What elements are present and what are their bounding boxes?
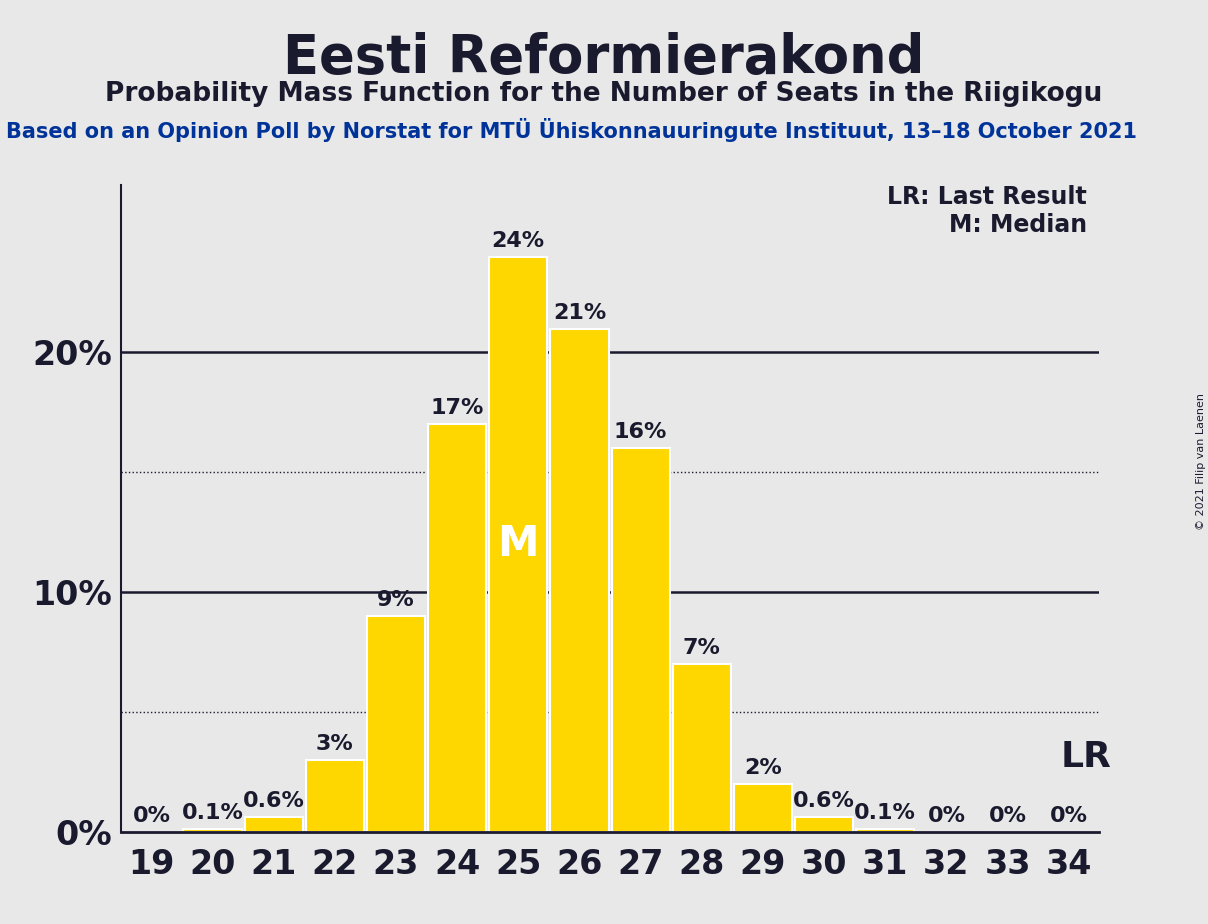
- Text: 17%: 17%: [430, 398, 484, 419]
- Bar: [184, 829, 242, 832]
- Bar: [611, 448, 669, 832]
- Bar: [428, 424, 486, 832]
- Text: 0.1%: 0.1%: [181, 803, 244, 823]
- Bar: [673, 664, 731, 832]
- Text: 3%: 3%: [316, 734, 354, 754]
- Bar: [306, 760, 364, 832]
- Text: Based on an Opinion Poll by Norstat for MTÜ Ühiskonnauuringute Instituut, 13–18 : Based on an Opinion Poll by Norstat for …: [6, 118, 1137, 142]
- Text: M: Median: M: Median: [949, 213, 1087, 237]
- Text: 9%: 9%: [377, 590, 414, 610]
- Bar: [489, 257, 547, 832]
- Text: LR: Last Result: LR: Last Result: [888, 185, 1087, 209]
- Text: 0%: 0%: [133, 806, 170, 826]
- Text: 21%: 21%: [553, 302, 606, 322]
- Text: 0.6%: 0.6%: [243, 791, 304, 811]
- Text: LR: LR: [1061, 740, 1111, 774]
- Text: 0%: 0%: [988, 806, 1027, 826]
- Text: 0%: 0%: [928, 806, 965, 826]
- Bar: [367, 616, 425, 832]
- Text: 24%: 24%: [492, 231, 545, 250]
- Text: 2%: 2%: [744, 758, 782, 778]
- Text: Probability Mass Function for the Number of Seats in the Riigikogu: Probability Mass Function for the Number…: [105, 81, 1103, 107]
- Bar: [551, 329, 609, 832]
- Text: 0.6%: 0.6%: [794, 791, 855, 811]
- Bar: [245, 817, 303, 832]
- Text: M: M: [498, 523, 539, 565]
- Text: 0.1%: 0.1%: [854, 803, 916, 823]
- Bar: [734, 784, 792, 832]
- Text: 0%: 0%: [1050, 806, 1087, 826]
- Bar: [795, 817, 853, 832]
- Text: © 2021 Filip van Laenen: © 2021 Filip van Laenen: [1196, 394, 1206, 530]
- Text: Eesti Reformierakond: Eesti Reformierakond: [284, 32, 924, 84]
- Text: 16%: 16%: [614, 422, 667, 443]
- Text: 7%: 7%: [683, 638, 721, 658]
- Bar: [856, 829, 914, 832]
